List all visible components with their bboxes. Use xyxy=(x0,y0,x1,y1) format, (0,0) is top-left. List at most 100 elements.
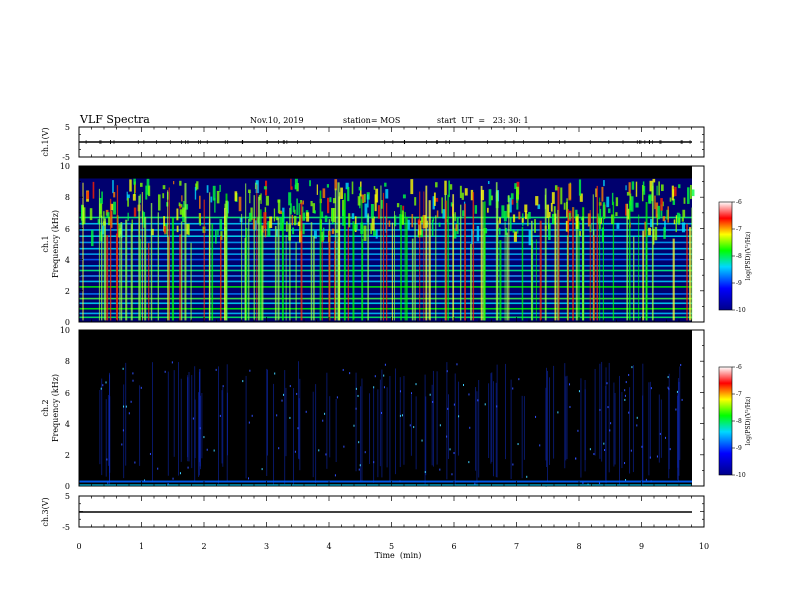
ch1-emission-patch xyxy=(553,206,556,221)
ch2-emission-dot xyxy=(624,462,626,465)
ch1-interference-line xyxy=(79,253,692,255)
ch1-emission-patch xyxy=(550,202,553,212)
ch1-ylabel-line-1: Frequency (kHz) xyxy=(51,210,60,278)
ch1-sferic xyxy=(98,188,100,321)
ch1-emission-patch xyxy=(296,198,298,216)
ch2-sferic xyxy=(312,391,314,478)
ch1-emission-patch xyxy=(381,199,383,209)
ch1-emission-patch xyxy=(394,215,397,227)
ch2-emission-dot xyxy=(610,422,612,425)
ch1-emission-patch xyxy=(127,197,129,207)
ch1-sferic xyxy=(300,202,303,321)
ch1-emission-patch xyxy=(108,216,112,226)
ch1-sferic xyxy=(256,184,258,321)
ch2-emission-dot xyxy=(624,398,626,401)
ch2-emission-dot xyxy=(164,370,166,373)
ch1-emission-patch xyxy=(641,184,644,202)
ch1-emission-patch xyxy=(657,205,660,220)
ch1-sferic xyxy=(632,236,635,321)
ch2-sferic xyxy=(369,393,371,464)
ch1-sferic xyxy=(539,220,542,321)
ch2-emission-dot xyxy=(604,449,606,452)
ch2-sferic xyxy=(218,366,219,484)
ch1-sferic xyxy=(572,207,574,321)
ch1-emission-patch xyxy=(464,188,468,196)
ch1-emission-patch xyxy=(322,188,326,199)
ch1-emission-patch xyxy=(178,202,181,207)
ch1-emission-patch xyxy=(499,217,501,224)
ch2-emission-dot xyxy=(668,388,670,391)
ch1-emission-patch xyxy=(513,231,517,242)
colorbar-tick-label: -7 xyxy=(736,391,742,398)
ch1-emission-patch xyxy=(671,185,674,201)
ch2-emission-dot xyxy=(577,429,579,432)
ch3-voltage-ytick-bottom: -5 xyxy=(62,523,70,532)
ch2-ytick-6: 6 xyxy=(65,389,70,398)
ch2-emission-dot xyxy=(449,448,451,451)
ch2-spectrogram-image xyxy=(79,330,704,487)
ch1-emission-patch xyxy=(399,214,402,230)
ch1-emission-patch xyxy=(224,203,227,209)
ch1-emission-patch xyxy=(506,204,510,218)
ch3-voltage-ytick-top: 5 xyxy=(65,492,70,501)
ch2-sferic xyxy=(621,391,623,469)
ch2-sferic xyxy=(266,368,268,476)
ch1-emission-patch xyxy=(212,185,216,201)
ch1-sferic xyxy=(319,190,322,321)
ch2-sferic xyxy=(99,389,101,465)
ch2-sferic xyxy=(109,374,111,485)
ch2-sferic xyxy=(446,362,448,480)
ch1-sferic xyxy=(150,203,153,321)
ch1-sferic xyxy=(691,207,693,321)
ch1-emission-patch xyxy=(444,180,447,195)
ch2-sferic xyxy=(361,378,363,482)
ch2-emission-dot xyxy=(248,421,250,424)
ch1-emission-patch xyxy=(575,216,579,229)
ch1-sferic xyxy=(445,200,447,321)
ch2-emission-dot xyxy=(322,419,324,422)
ch1-emission-patch xyxy=(300,200,303,205)
ch1-emission-patch xyxy=(535,196,539,206)
ch2-ytick-4: 4 xyxy=(65,420,70,429)
ch1-sferic xyxy=(285,234,287,321)
ch1-emission-patch xyxy=(279,217,283,231)
ch1-emission-patch xyxy=(388,220,391,227)
ch2-emission-dot xyxy=(172,477,174,480)
ch2-emission-dot xyxy=(446,370,448,373)
ch1-sferic xyxy=(362,239,364,321)
ch2-sferic xyxy=(285,387,287,457)
ch1-emission-patch xyxy=(626,191,630,196)
ch2-sferic xyxy=(521,395,523,479)
ch1-sferic xyxy=(400,205,402,321)
ch1-emission-patch xyxy=(357,196,361,206)
ch1-sferic xyxy=(211,223,214,321)
ch1-emission-patch xyxy=(112,180,114,194)
ch2-sferic xyxy=(601,361,603,462)
ch2-emission-dot xyxy=(305,410,307,413)
ch2-emission-dot xyxy=(102,384,104,387)
ch1-emission-patch xyxy=(461,192,464,200)
ch1-emission-patch xyxy=(323,227,325,240)
ch2-ytick-8: 8 xyxy=(65,357,70,366)
ch1-sferic xyxy=(125,219,128,321)
colorbar-tick-label: -8 xyxy=(736,418,742,425)
ch1-spectrogram-top-band xyxy=(79,166,692,179)
ch1-sferic xyxy=(435,215,437,321)
ch1-sferic xyxy=(180,221,183,321)
ch1-emission-patch xyxy=(332,208,336,223)
ch1-emission-patch xyxy=(134,181,136,196)
ch1-sferic xyxy=(103,218,106,321)
ch2-emission-dot xyxy=(409,424,411,427)
ch1-emission-patch xyxy=(126,191,128,201)
ch1-emission-patch xyxy=(263,186,267,190)
ch1-emission-patch xyxy=(396,203,400,208)
ch1-emission-patch xyxy=(101,191,103,204)
ch1-sferic xyxy=(352,221,355,321)
ch2-emission-dot xyxy=(607,406,609,409)
ch2-emission-dot xyxy=(411,392,413,395)
ch1-emission-patch xyxy=(438,222,441,227)
ch1-emission-patch xyxy=(254,220,257,231)
ch1-sferic xyxy=(459,204,462,321)
ch1-ylabel-line-0: ch.1 xyxy=(41,235,50,252)
ch1-sferic xyxy=(157,212,160,321)
